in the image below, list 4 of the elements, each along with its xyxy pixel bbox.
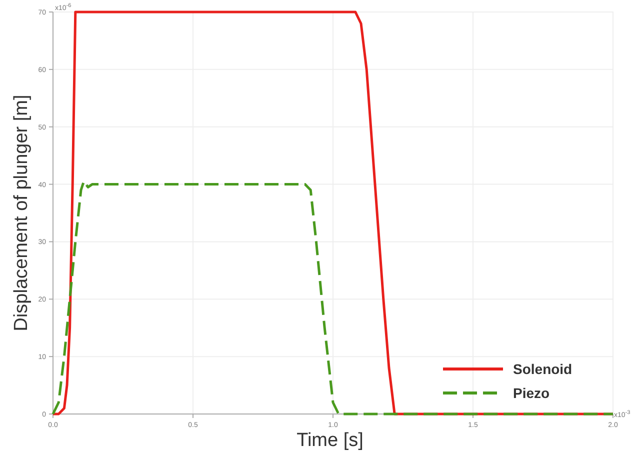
y-axis-title: Displacement of plunger [m] <box>11 94 32 332</box>
x-axis-title: Time [s] <box>296 430 364 451</box>
legend-label: Piezo <box>513 385 550 401</box>
legend-label: Solenoid <box>513 361 572 377</box>
